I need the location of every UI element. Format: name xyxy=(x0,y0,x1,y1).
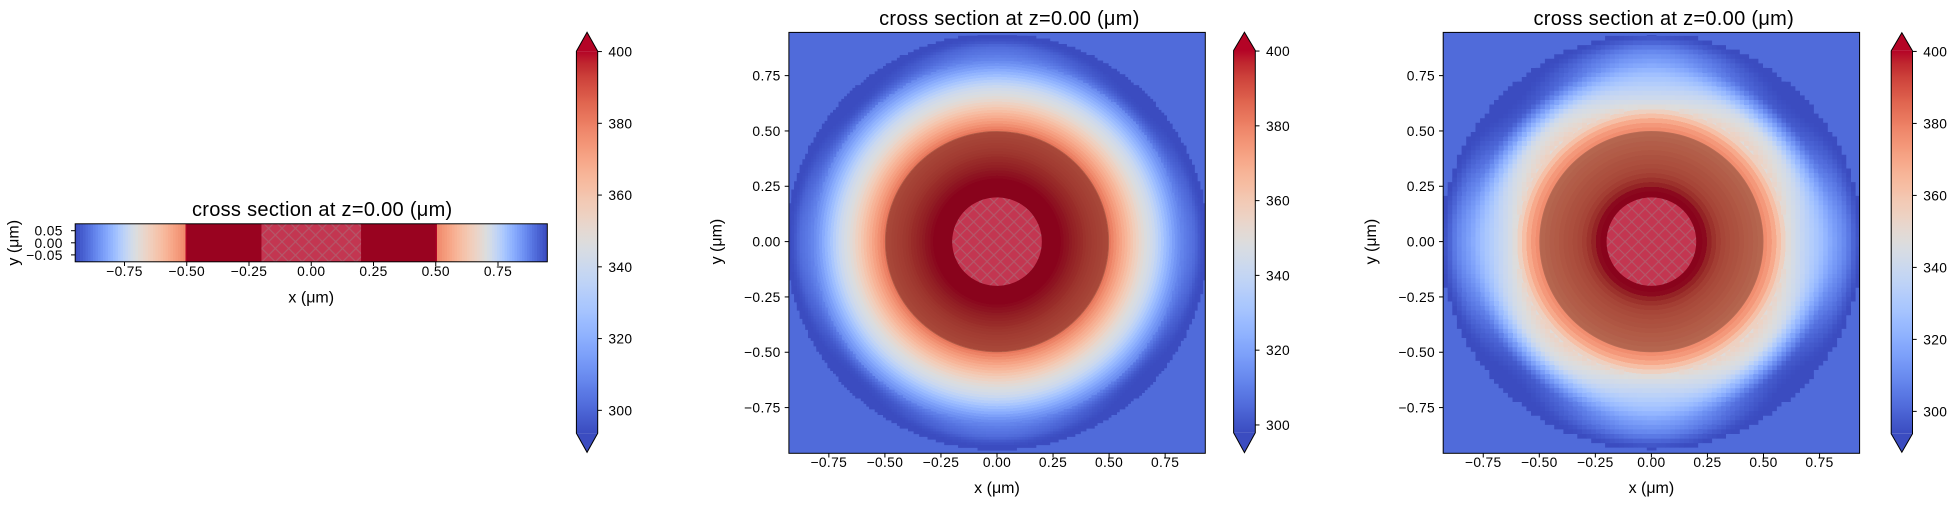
svg-text:0.75: 0.75 xyxy=(752,69,780,84)
svg-text:320: 320 xyxy=(1923,332,1947,347)
svg-text:320: 320 xyxy=(1266,343,1290,358)
svg-text:0.75: 0.75 xyxy=(484,264,512,279)
svg-text:0.25: 0.25 xyxy=(359,264,387,279)
svg-text:cross section at z=0.00 (μm): cross section at z=0.00 (μm) xyxy=(1534,8,1795,30)
svg-text:340: 340 xyxy=(608,260,632,275)
svg-text:0.75: 0.75 xyxy=(1805,455,1833,470)
svg-text:0.00: 0.00 xyxy=(35,236,63,251)
svg-text:−0.75: −0.75 xyxy=(1465,455,1502,470)
svg-text:−0.75: −0.75 xyxy=(811,455,848,470)
svg-text:0.25: 0.25 xyxy=(1407,179,1435,194)
svg-text:0.75: 0.75 xyxy=(1407,69,1435,84)
svg-text:cross section at z=0.00 (μm): cross section at z=0.00 (μm) xyxy=(192,199,453,221)
svg-text:0.50: 0.50 xyxy=(752,124,780,139)
svg-text:300: 300 xyxy=(1266,418,1290,433)
svg-text:300: 300 xyxy=(608,403,632,418)
svg-text:y (μm): y (μm) xyxy=(1363,219,1380,265)
svg-text:0.00: 0.00 xyxy=(983,455,1011,470)
svg-text:300: 300 xyxy=(1923,404,1947,419)
svg-text:−0.25: −0.25 xyxy=(744,290,781,305)
svg-text:400: 400 xyxy=(608,45,632,60)
svg-text:0.00: 0.00 xyxy=(1637,455,1665,470)
svg-text:x (μm): x (μm) xyxy=(974,480,1020,497)
svg-text:−0.50: −0.50 xyxy=(744,345,781,360)
svg-text:360: 360 xyxy=(1266,194,1290,209)
svg-text:−0.75: −0.75 xyxy=(106,264,143,279)
svg-text:380: 380 xyxy=(608,116,632,131)
svg-text:x (μm): x (μm) xyxy=(1629,480,1675,497)
svg-text:−0.75: −0.75 xyxy=(1398,401,1435,416)
svg-text:0.50: 0.50 xyxy=(1749,455,1777,470)
svg-text:−0.25: −0.25 xyxy=(1577,455,1614,470)
svg-text:380: 380 xyxy=(1266,119,1290,134)
svg-text:y (μm): y (μm) xyxy=(709,219,726,265)
svg-text:0.25: 0.25 xyxy=(1693,455,1721,470)
svg-text:−0.50: −0.50 xyxy=(867,455,904,470)
svg-text:0.50: 0.50 xyxy=(422,264,450,279)
svg-text:340: 340 xyxy=(1266,268,1290,283)
svg-text:−0.25: −0.25 xyxy=(231,264,268,279)
svg-text:−0.50: −0.50 xyxy=(1398,345,1435,360)
svg-text:0.50: 0.50 xyxy=(1407,124,1435,139)
svg-text:−0.25: −0.25 xyxy=(1398,290,1435,305)
svg-text:0.25: 0.25 xyxy=(1039,455,1067,470)
svg-text:0.00: 0.00 xyxy=(1407,235,1435,250)
svg-text:0.50: 0.50 xyxy=(1095,455,1123,470)
svg-text:360: 360 xyxy=(608,188,632,203)
svg-text:400: 400 xyxy=(1923,44,1947,59)
svg-text:−0.50: −0.50 xyxy=(1521,455,1558,470)
svg-text:y (μm): y (μm) xyxy=(6,220,23,266)
svg-text:0.00: 0.00 xyxy=(297,264,325,279)
svg-text:0.05: 0.05 xyxy=(35,224,63,239)
svg-text:−0.75: −0.75 xyxy=(744,401,781,416)
svg-text:0.75: 0.75 xyxy=(1151,455,1179,470)
svg-text:0.00: 0.00 xyxy=(752,235,780,250)
svg-text:380: 380 xyxy=(1923,116,1947,131)
svg-text:360: 360 xyxy=(1923,188,1947,203)
svg-text:−0.25: −0.25 xyxy=(923,455,960,470)
svg-text:400: 400 xyxy=(1266,44,1290,59)
svg-text:0.25: 0.25 xyxy=(752,179,780,194)
svg-text:320: 320 xyxy=(608,332,632,347)
svg-text:340: 340 xyxy=(1923,260,1947,275)
svg-text:cross section at z=0.00 (μm): cross section at z=0.00 (μm) xyxy=(879,8,1140,30)
svg-text:−0.05: −0.05 xyxy=(26,248,63,263)
svg-text:x (μm): x (μm) xyxy=(288,289,334,306)
svg-text:−0.50: −0.50 xyxy=(168,264,205,279)
